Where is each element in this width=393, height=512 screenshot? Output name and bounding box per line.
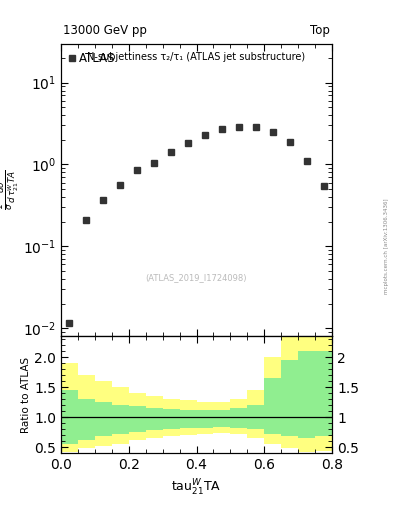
ATLAS xyxy=(203,132,208,138)
Line: ATLAS: ATLAS xyxy=(66,124,360,326)
Text: (ATLAS_2019_I1724098): (ATLAS_2019_I1724098) xyxy=(146,273,247,282)
ATLAS xyxy=(152,160,156,166)
Y-axis label: $\frac{1}{\sigma}\frac{d\sigma}{d\,\tau_{21}^{W}TA}$: $\frac{1}{\sigma}\frac{d\sigma}{d\,\tau_… xyxy=(0,169,22,210)
Text: Top: Top xyxy=(310,24,330,37)
Y-axis label: Ratio to ATLAS: Ratio to ATLAS xyxy=(21,356,31,433)
ATLAS xyxy=(185,139,190,145)
ATLAS xyxy=(304,158,309,164)
ATLAS xyxy=(338,251,343,258)
Legend: ATLAS: ATLAS xyxy=(67,50,118,67)
ATLAS xyxy=(270,129,275,135)
ATLAS xyxy=(355,302,360,308)
ATLAS xyxy=(135,167,140,173)
ATLAS xyxy=(101,197,106,203)
X-axis label: tau$_{21}^{W}$TA: tau$_{21}^{W}$TA xyxy=(171,478,222,498)
ATLAS xyxy=(67,320,72,326)
ATLAS xyxy=(118,182,123,188)
ATLAS xyxy=(169,150,173,156)
ATLAS xyxy=(220,126,224,132)
Text: mcplots.cern.ch [arXiv:1306.3436]: mcplots.cern.ch [arXiv:1306.3436] xyxy=(384,198,389,293)
Text: 13000 GeV pp: 13000 GeV pp xyxy=(63,24,147,37)
ATLAS xyxy=(321,183,326,189)
ATLAS xyxy=(84,217,89,223)
ATLAS xyxy=(287,139,292,145)
Text: N-subjettiness τ₂/τ₁ (ATLAS jet substructure): N-subjettiness τ₂/τ₁ (ATLAS jet substruc… xyxy=(87,52,306,62)
ATLAS xyxy=(237,123,241,130)
ATLAS xyxy=(253,124,258,130)
